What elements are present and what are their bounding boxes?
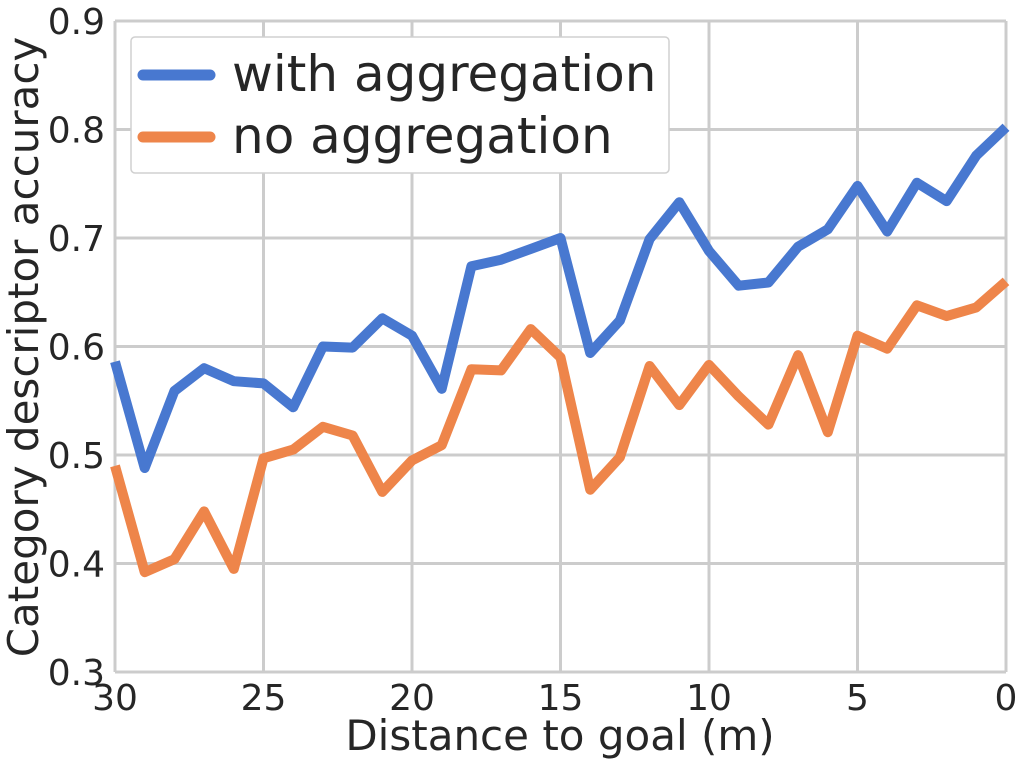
- x-tick-label: 20: [389, 678, 435, 719]
- x-tick-label: 15: [538, 678, 584, 719]
- x-tick-label: 25: [241, 678, 287, 719]
- y-tick-label: 0.8: [48, 111, 105, 152]
- y-tick-label: 0.3: [48, 653, 105, 694]
- series-lines: [110, 123, 1010, 578]
- y-tick-label: 0.6: [48, 328, 105, 369]
- legend-frame: [130, 36, 670, 174]
- x-tick-labels: 30 25 20 15 10 5 0: [92, 678, 1017, 719]
- x-tick-label: 30: [92, 678, 138, 719]
- y-axis-label: Category descriptor accuracy: [0, 37, 48, 658]
- series-line-with-aggregation: [110, 123, 1010, 473]
- y-tick-labels: 0.3 0.4 0.5 0.6 0.7 0.8 0.9: [48, 2, 105, 694]
- y-tick-label: 0.9: [48, 2, 105, 43]
- x-tick-label: 10: [686, 678, 732, 719]
- legend: with aggregation no aggregation: [130, 36, 670, 174]
- x-tick-label: 0: [995, 678, 1018, 719]
- legend-label-no-aggregation: no aggregation: [232, 107, 613, 165]
- series-line-no-aggregation: [110, 277, 1010, 578]
- y-tick-label: 0.5: [48, 436, 105, 477]
- x-axis-label: Distance to goal (m): [345, 711, 774, 760]
- legend-label-with-aggregation: with aggregation: [232, 45, 656, 103]
- x-tick-label: 5: [846, 678, 869, 719]
- y-tick-label: 0.7: [48, 219, 105, 260]
- y-tick-label: 0.4: [48, 545, 105, 586]
